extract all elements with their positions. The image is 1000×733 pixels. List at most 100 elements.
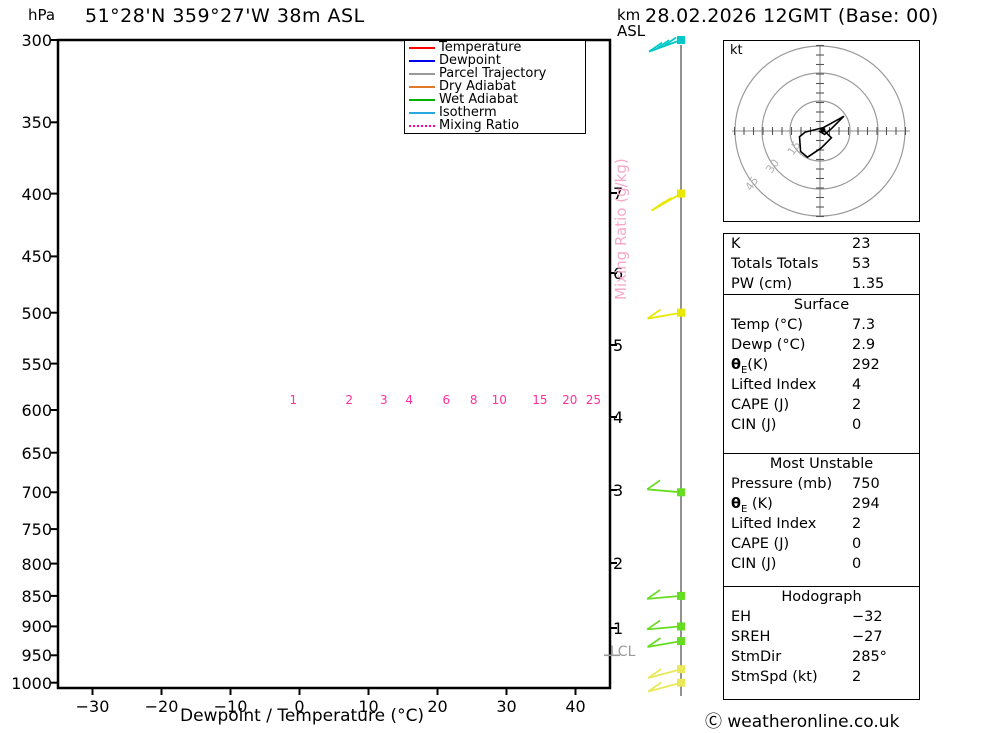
info-value: −32 bbox=[852, 609, 883, 625]
lcl-marker-label: LCL bbox=[610, 644, 636, 660]
legend-swatch-dewpoint bbox=[409, 60, 435, 62]
legend-swatch-mixing-ratio bbox=[409, 125, 435, 127]
info-row: Temp (°C) 7.3 bbox=[724, 315, 919, 335]
info-label: θE (K) bbox=[731, 496, 773, 515]
hodograph-panel[interactable]: kt 15 30 45 bbox=[723, 40, 920, 222]
altitude-tick-label: 1 bbox=[613, 619, 624, 638]
pressure-tick-label: 700 bbox=[21, 483, 52, 503]
info-row: SREH −27 bbox=[724, 627, 919, 647]
info-value: 0 bbox=[852, 556, 862, 572]
panel-title: Hodograph bbox=[781, 589, 862, 605]
info-value: 7.3 bbox=[852, 317, 876, 333]
altitude-tick-label: 2 bbox=[613, 554, 624, 573]
info-value: 0 bbox=[852, 536, 862, 552]
most-unstable-panel: Most Unstable Pressure (mb) 750 θE (K) 294 Li… bbox=[723, 453, 920, 589]
wind-barb bbox=[646, 589, 685, 600]
info-row: EH −32 bbox=[724, 607, 919, 627]
info-label: CAPE (J) bbox=[731, 536, 790, 552]
info-row: StmSpd (kt) 2 bbox=[724, 667, 919, 687]
mixing-ratio-label: 25 bbox=[585, 393, 601, 407]
wind-barb bbox=[647, 678, 685, 693]
legend-swatch-parcel-trajectory bbox=[409, 73, 435, 75]
info-row: StmDir 285° bbox=[724, 647, 919, 667]
pressure-tick-label: 500 bbox=[21, 303, 52, 323]
temperature-tick-label: 20 bbox=[427, 697, 448, 716]
legend-item: Wet Adiabat bbox=[405, 93, 585, 106]
info-label: EH bbox=[731, 609, 752, 625]
panel-title: Surface bbox=[793, 297, 850, 313]
pressure-tick-label: 550 bbox=[21, 354, 52, 374]
legend-item: Dewpoint bbox=[405, 54, 585, 67]
info-label: StmDir bbox=[731, 649, 782, 665]
info-label: θE(K) bbox=[731, 357, 769, 376]
legend-item: Dry Adiabat bbox=[405, 80, 585, 93]
legend-label: Mixing Ratio bbox=[439, 118, 520, 133]
legend-item: Isotherm bbox=[405, 106, 585, 119]
info-value: 23 bbox=[852, 236, 871, 252]
mixing-ratio-label: 8 bbox=[469, 393, 478, 407]
mixing-ratio-label: 1 bbox=[289, 393, 298, 407]
legend-swatch-dry-adiabat bbox=[409, 86, 435, 88]
legend-label: Dry Adiabat bbox=[439, 79, 516, 94]
pressure-tick-label: 450 bbox=[21, 247, 52, 267]
legend-label: Parcel Trajectory bbox=[439, 66, 547, 81]
info-row: CIN (J) 0 bbox=[724, 415, 919, 435]
altitude-tick-label: 5 bbox=[613, 336, 624, 355]
wind-barb bbox=[648, 36, 685, 53]
temperature-tick-label: −10 bbox=[213, 697, 248, 716]
info-label: StmSpd (kt) bbox=[731, 669, 818, 685]
panel-title: Most Unstable bbox=[769, 456, 874, 472]
info-label: Pressure (mb) bbox=[731, 476, 833, 492]
copyright-notice: Ⓒ weatheronline.co.uk bbox=[705, 712, 900, 732]
mixing-ratio-axis-title: Mixing Ratio (g/kg) bbox=[612, 158, 630, 300]
surface-parcel-panel: Surface Temp (°C) 7.3 Dewp (°C) 2.9 θE(K) 292 L… bbox=[723, 294, 920, 456]
wind-barb bbox=[646, 479, 685, 497]
info-value: 4 bbox=[852, 377, 862, 393]
temperature-tick-label: −20 bbox=[144, 697, 179, 716]
info-label: Totals Totals bbox=[731, 256, 819, 272]
info-value: 0 bbox=[852, 417, 862, 433]
pressure-tick-label: 350 bbox=[21, 113, 52, 133]
mixing-ratio-label: 20 bbox=[562, 393, 578, 407]
mixing-ratio-label: 2 bbox=[345, 393, 354, 407]
info-label: Lifted Index bbox=[731, 516, 817, 532]
temperature-tick-label: 30 bbox=[496, 697, 517, 716]
info-row: θE (K) 294 bbox=[724, 494, 919, 515]
info-label: CAPE (J) bbox=[731, 397, 790, 413]
info-value: 292 bbox=[852, 357, 880, 373]
info-value: 1.35 bbox=[852, 276, 885, 292]
pressure-tick-label: 950 bbox=[21, 646, 52, 666]
legend-item: Mixing Ratio bbox=[405, 119, 585, 132]
info-row: Dewp (°C) 2.9 bbox=[724, 335, 919, 355]
altitude-asl-label: ASL bbox=[617, 22, 646, 40]
altitude-tick-label: 3 bbox=[613, 481, 624, 500]
legend-item: Parcel Trajectory bbox=[405, 67, 585, 80]
wind-barb bbox=[647, 637, 685, 648]
pressure-tick-label: 800 bbox=[21, 554, 52, 574]
hodograph-unit-label: kt bbox=[730, 43, 743, 58]
stability-indices-panel: K 23 Totals Totals 53 PW (cm) 1.35 bbox=[723, 233, 920, 297]
pressure-tick-label: 850 bbox=[21, 586, 52, 606]
info-row: CAPE (J) 2 bbox=[724, 395, 919, 415]
info-value: 294 bbox=[852, 496, 880, 512]
mixing-ratio-label: 4 bbox=[405, 393, 414, 407]
model-run-title: 28.02.2026 12GMT (Base: 00) bbox=[645, 5, 939, 27]
info-row: PW (cm) 1.35 bbox=[724, 274, 919, 294]
info-row: Lifted Index 4 bbox=[724, 375, 919, 395]
legend-label: Dewpoint bbox=[439, 53, 501, 68]
pressure-tick-label: 900 bbox=[21, 617, 52, 637]
info-label: Dewp (°C) bbox=[731, 337, 806, 353]
altitude-unit-label: km bbox=[617, 6, 641, 24]
info-label: CIN (J) bbox=[731, 417, 777, 433]
info-value: 285° bbox=[852, 649, 887, 665]
info-value: −27 bbox=[852, 629, 883, 645]
info-value: 750 bbox=[852, 476, 880, 492]
temperature-tick-label: 0 bbox=[294, 697, 305, 716]
info-label: K bbox=[731, 236, 741, 252]
altitude-tick-label: 4 bbox=[613, 408, 624, 427]
legend-item: Temperature bbox=[405, 41, 585, 54]
pressure-tick-label: 1000 bbox=[11, 673, 52, 693]
info-label: Temp (°C) bbox=[731, 317, 803, 333]
